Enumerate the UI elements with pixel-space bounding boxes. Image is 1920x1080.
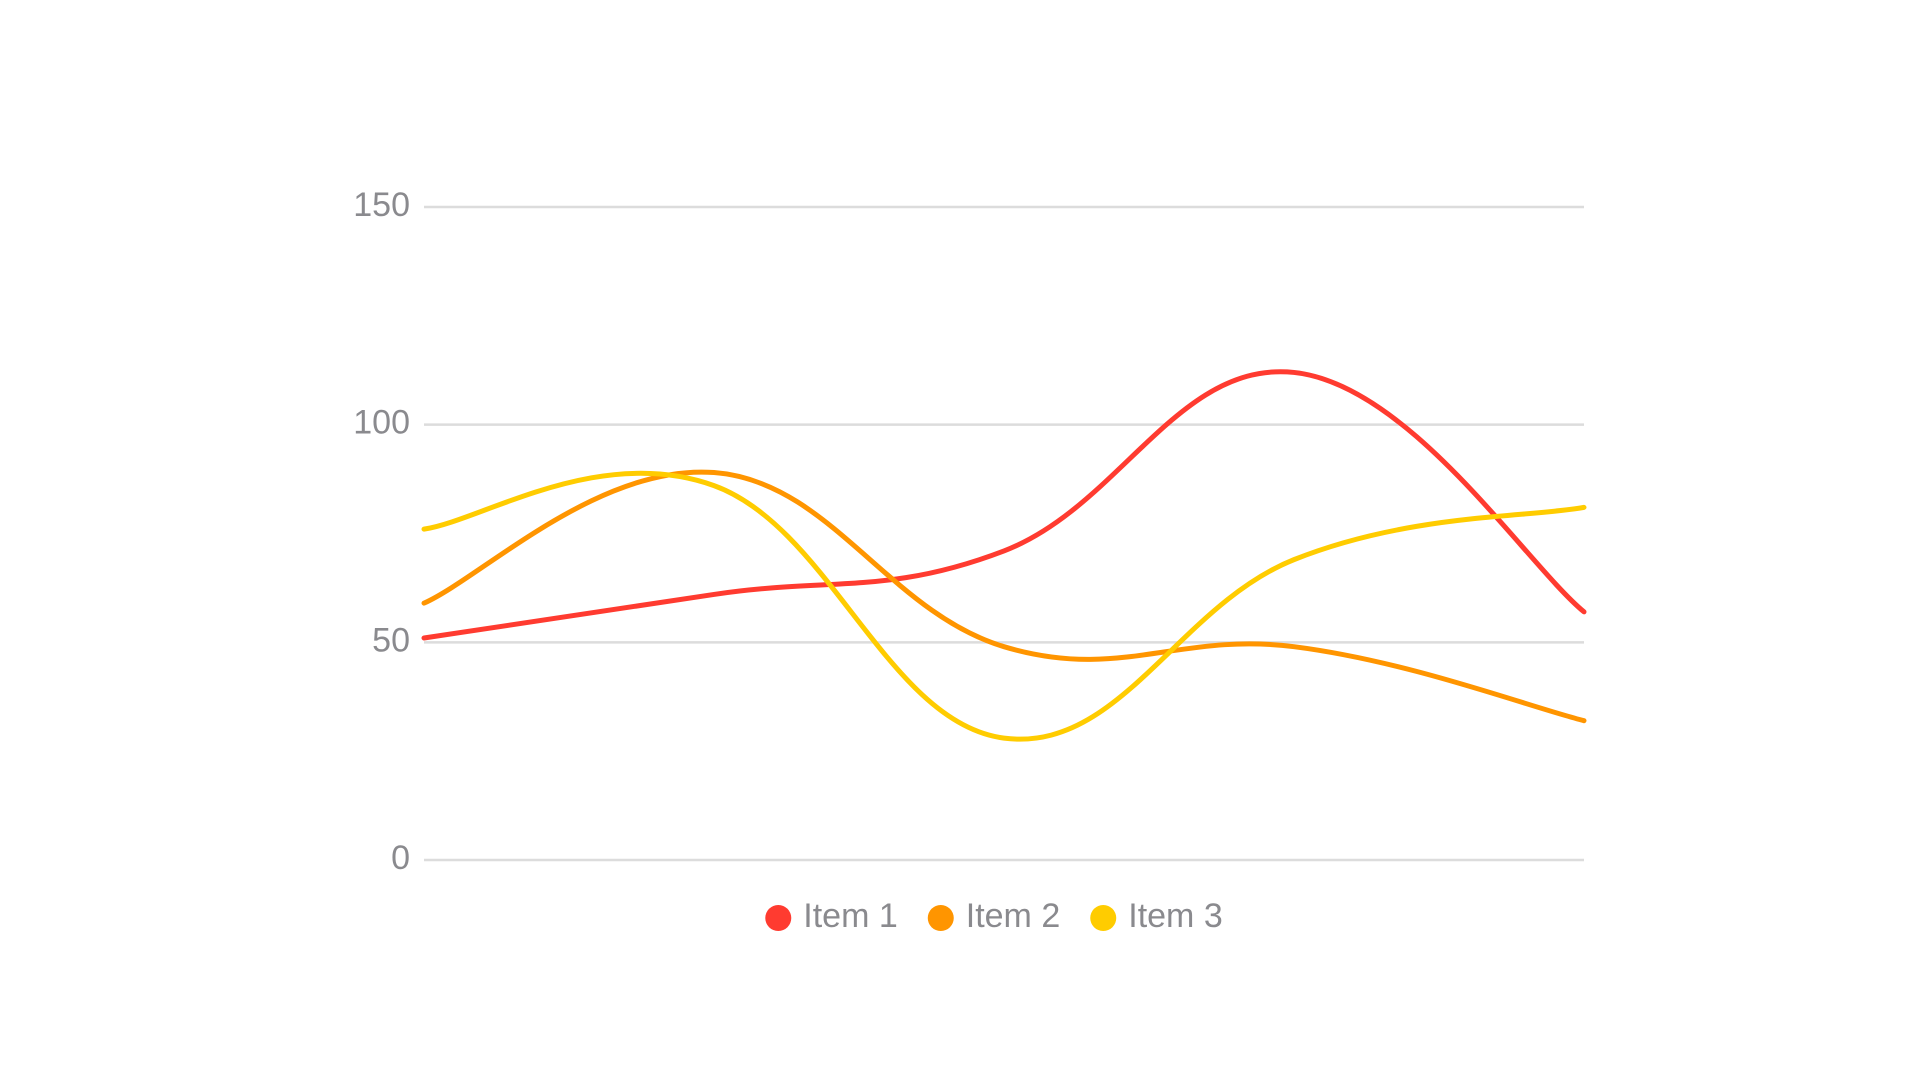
y-tick-label: 150 — [353, 186, 410, 224]
y-tick-label: 0 — [391, 839, 410, 877]
line-series — [421, 369, 1587, 641]
legend: Item 1 Item 2 Item 3 — [765, 897, 1223, 935]
legend-label: Item 3 — [1128, 897, 1222, 935]
legend-marker — [765, 905, 792, 931]
line-series — [421, 470, 1587, 742]
y-tick-label: 100 — [353, 404, 410, 442]
line-series — [421, 469, 1587, 724]
legend-marker — [1090, 905, 1117, 931]
legend-label: Item 1 — [803, 897, 897, 935]
legend-marker — [927, 905, 954, 931]
y-tick-label: 50 — [372, 621, 410, 659]
legend-label: Item 2 — [966, 897, 1060, 935]
